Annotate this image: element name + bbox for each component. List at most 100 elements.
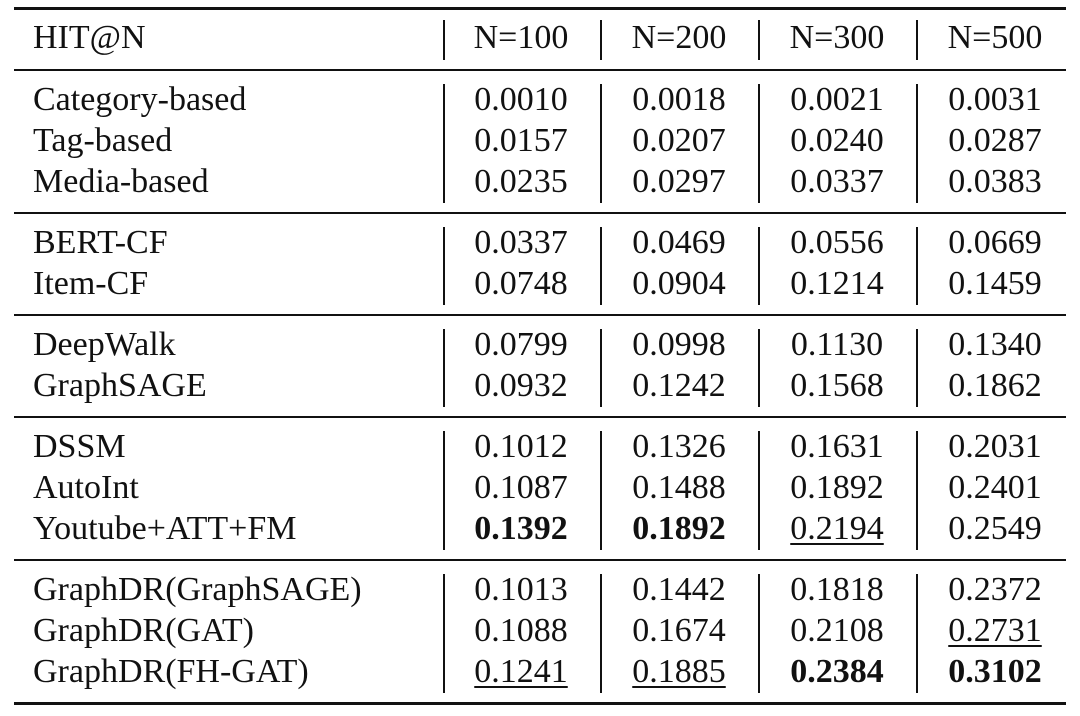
- value-cell: 0.0021: [790, 81, 884, 118]
- column-divider: [758, 431, 760, 550]
- value-cell: 0.1862: [948, 367, 1042, 404]
- rule: [14, 559, 1066, 561]
- rule: [14, 416, 1066, 418]
- column-divider: [600, 84, 602, 203]
- value-cell: 0.2372: [948, 571, 1042, 608]
- rule: [14, 314, 1066, 316]
- value-cell: 0.2384: [790, 653, 884, 690]
- column-divider: [443, 574, 445, 693]
- row-label: DSSM: [33, 428, 126, 465]
- row-label: GraphDR(GraphSAGE): [33, 571, 362, 608]
- rule: [14, 212, 1066, 214]
- value-cell: 0.1214: [790, 265, 884, 302]
- value-cell: 0.1326: [632, 428, 726, 465]
- value-cell: 0.1631: [790, 428, 884, 465]
- value-cell: 0.0018: [632, 81, 726, 118]
- value-cell: 0.2194: [790, 510, 884, 547]
- value-cell: 0.1087: [474, 469, 568, 506]
- column-divider: [758, 20, 760, 60]
- value-cell: 0.1459: [948, 265, 1042, 302]
- value-cell: 0.0998: [632, 326, 726, 363]
- column-divider: [916, 227, 918, 305]
- value-cell: 0.1674: [632, 612, 726, 649]
- row-label: AutoInt: [33, 469, 139, 506]
- rule: [14, 701, 1066, 705]
- value-cell: 0.0240: [790, 122, 884, 159]
- value-cell: 0.1892: [632, 510, 726, 547]
- value-cell: 0.0469: [632, 224, 726, 261]
- value-cell: 0.0235: [474, 163, 568, 200]
- row-label: BERT-CF: [33, 224, 168, 261]
- value-cell: 0.2031: [948, 428, 1042, 465]
- value-cell: 0.1392: [474, 510, 568, 547]
- value-cell: 0.0297: [632, 163, 726, 200]
- column-divider: [758, 84, 760, 203]
- row-label: Youtube+ATT+FM: [33, 510, 297, 547]
- value-cell: 0.1488: [632, 469, 726, 506]
- row-label: Category-based: [33, 81, 247, 118]
- row-label: GraphDR(GAT): [33, 612, 254, 649]
- value-cell: 0.1442: [632, 571, 726, 608]
- row-label: DeepWalk: [33, 326, 176, 363]
- value-cell: 0.0031: [948, 81, 1042, 118]
- value-cell: 0.2731: [948, 612, 1042, 649]
- value-cell: 0.1885: [632, 653, 726, 690]
- value-cell: 0.2549: [948, 510, 1042, 547]
- header-cell: N=200: [631, 19, 727, 56]
- value-cell: 0.1130: [790, 326, 884, 363]
- rule: [14, 69, 1066, 71]
- column-divider: [758, 574, 760, 693]
- value-cell: 0.0932: [474, 367, 568, 404]
- value-cell: 0.2401: [948, 469, 1042, 506]
- value-cell: 0.1818: [790, 571, 884, 608]
- column-divider: [600, 431, 602, 550]
- value-cell: 0.0157: [474, 122, 568, 159]
- value-cell: 0.1242: [632, 367, 726, 404]
- value-cell: 0.0799: [474, 326, 568, 363]
- value-cell: 0.1088: [474, 612, 568, 649]
- column-divider: [600, 574, 602, 693]
- header-cell: N=500: [947, 19, 1043, 56]
- column-divider: [443, 20, 445, 60]
- value-cell: 0.0337: [474, 224, 568, 261]
- header-cell: N=100: [473, 19, 569, 56]
- column-divider: [600, 329, 602, 407]
- rule: [14, 6, 1066, 10]
- value-cell: 0.0383: [948, 163, 1042, 200]
- column-divider: [916, 329, 918, 407]
- value-cell: 0.1013: [474, 571, 568, 608]
- value-cell: 0.1568: [790, 367, 884, 404]
- row-label: GraphSAGE: [33, 367, 207, 404]
- value-cell: 0.0207: [632, 122, 726, 159]
- row-label: Tag-based: [33, 122, 173, 159]
- value-cell: 0.0287: [948, 122, 1042, 159]
- column-divider: [916, 84, 918, 203]
- row-label: Media-based: [33, 163, 209, 200]
- row-label: GraphDR(FH-GAT): [33, 653, 309, 690]
- header-cell: N=300: [789, 19, 885, 56]
- value-cell: 0.3102: [948, 653, 1042, 690]
- column-divider: [443, 84, 445, 203]
- value-cell: 0.2108: [790, 612, 884, 649]
- column-divider: [443, 329, 445, 407]
- header-label: HIT@N: [33, 19, 146, 56]
- column-divider: [758, 329, 760, 407]
- column-divider: [916, 431, 918, 550]
- value-cell: 0.0337: [790, 163, 884, 200]
- column-divider: [758, 227, 760, 305]
- column-divider: [916, 574, 918, 693]
- value-cell: 0.1340: [948, 326, 1042, 363]
- value-cell: 0.1012: [474, 428, 568, 465]
- column-divider: [600, 20, 602, 60]
- value-cell: 0.0748: [474, 265, 568, 302]
- column-divider: [443, 431, 445, 550]
- value-cell: 0.1892: [790, 469, 884, 506]
- column-divider: [600, 227, 602, 305]
- column-divider: [443, 227, 445, 305]
- value-cell: 0.0556: [790, 224, 884, 261]
- row-label: Item-CF: [33, 265, 149, 302]
- value-cell: 0.0669: [948, 224, 1042, 261]
- value-cell: 0.1241: [474, 653, 568, 690]
- value-cell: 0.0904: [632, 265, 726, 302]
